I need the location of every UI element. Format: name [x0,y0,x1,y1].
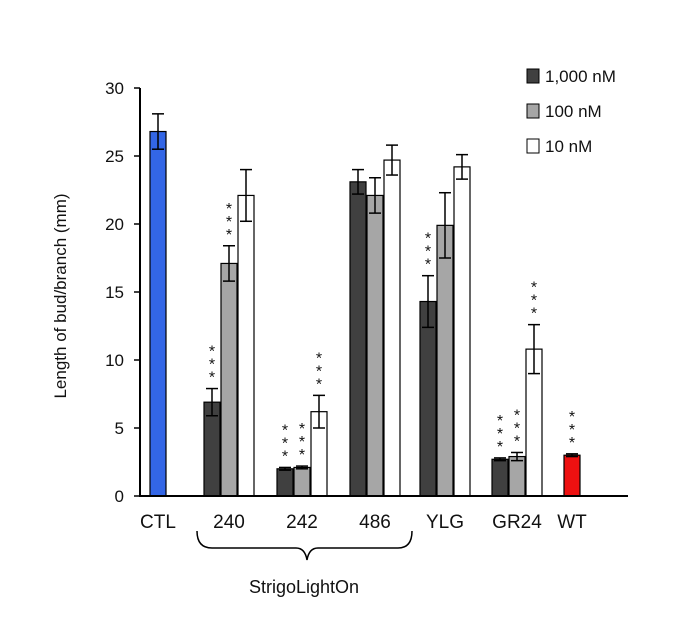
bar-240-100nMnm-significance-star: * [226,214,232,231]
x-label-ylg: YLG [426,512,464,533]
bar-240-1000nMnm-significance-star: * [209,357,215,374]
y-ticks: 0 5 10 15 20 25 30 [105,79,140,506]
bar-wt-single-significance-star: * [569,422,575,439]
x-label-wt: WT [557,512,587,533]
bar-242-100nMnm-significance-star: * [299,434,305,451]
bar-gr24-100nMnm [508,455,526,497]
y-tick-label-5: 5 [115,419,124,438]
y-tick-label-20: 20 [105,215,124,234]
legend-swatch-1000nm [526,68,540,84]
bar-240-100nMnm-significance-star: * [226,227,232,244]
y-tick-label-15: 15 [105,283,124,302]
bar-gr24-1000nMnm-significance-star: * [497,413,503,430]
bar-242-10nMnm-significance-star: * [316,350,322,367]
x-label-ctl: CTL [140,512,176,533]
bars-layer: ****************************** [149,113,581,497]
bar-gr24-10nMnm-significance-star: * [531,280,537,297]
legend-label-100nm: 100 nM [545,102,602,121]
bar-242-1000nMnm-significance-star: * [282,422,288,439]
bar-gr24-100nMnm-significance-star: * [514,420,520,437]
bracket-shape [196,530,413,561]
bar-242-10nMnm-significance-star: * [316,376,322,393]
x-label-242: 242 [286,512,318,533]
bar-ylg-100nMnm [436,224,454,497]
bar-gr24-10nMnm-significance-star: * [531,293,537,310]
y-tick-label-30: 30 [105,79,124,98]
bar-242-1000nMnm [276,468,294,497]
x-label-486: 486 [359,512,391,533]
bar-240-100nMnm-significance-star: * [226,201,232,218]
bar-242-10nMnm-significance-star: * [316,363,322,380]
bar-gr24-1000nMnm-significance-star: * [497,426,503,443]
x-label-240: 240 [213,512,245,533]
bar-486-10nMnm [383,159,401,497]
bar-ctl-single [149,130,167,497]
bar-242-100nMnm-significance-star: * [299,447,305,464]
bracket-label: StrigoLightOn [249,577,359,597]
bar-wt-single-significance-star: * [569,409,575,426]
legend-swatch-100nm [526,103,540,119]
bar-gr24-100nMnm-significance-star: * [514,433,520,450]
bar-ylg-1000nMnm-significance-star: * [425,231,431,248]
y-tick-label-10: 10 [105,351,124,370]
strigolighton-bracket: StrigoLightOn [196,530,413,597]
bar-242-100nMnm [293,466,311,497]
bar-242-1000nMnm-significance-star: * [282,448,288,465]
bar-486-1000nMnm [349,181,367,497]
axes-layer: 0 5 10 15 20 25 30 CTL 240 242 486 YLG GR24 WT [105,79,628,533]
legend-label-1000nm: 1,000 nM [545,67,616,86]
legend-label-10nm: 10 nM [545,137,592,156]
y-axis-label: Length of bud/branch (mm) [51,193,70,398]
bar-gr24-1000nMnm [491,458,509,497]
bar-240-100nMnm [220,262,238,497]
bar-240-10nMnm [237,194,255,497]
bar-ylg-1000nMnm-significance-star: * [425,257,431,274]
bar-gr24-10nMnm-significance-star: * [531,306,537,323]
bar-ylg-1000nMnm-significance-star: * [425,244,431,261]
legend-swatch-10nm [526,138,540,154]
bar-240-1000nMnm-significance-star: * [209,344,215,361]
bar-240-1000nMnm-significance-star: * [209,370,215,387]
bar-gr24-1000nMnm-significance-star: * [497,439,503,456]
bar-242-1000nMnm-significance-star: * [282,435,288,452]
bar-242-100nMnm-significance-star: * [299,421,305,438]
x-label-gr24: GR24 [492,512,542,533]
x-labels: CTL 240 242 486 YLG GR24 WT [140,512,587,533]
y-tick-label-0: 0 [115,487,124,506]
bar-gr24-100nMnm-significance-star: * [514,407,520,424]
legend: 1,000 nM 100 nM 10 nM [526,67,616,156]
bar-wt-single-significance-star: * [569,435,575,452]
y-tick-label-25: 25 [105,147,124,166]
bar-486-100nMnm [366,194,384,497]
bar-ylg-1000nMnm [419,300,437,497]
bar-wt-single [563,454,581,497]
bar-ylg-10nMnm [453,166,471,497]
